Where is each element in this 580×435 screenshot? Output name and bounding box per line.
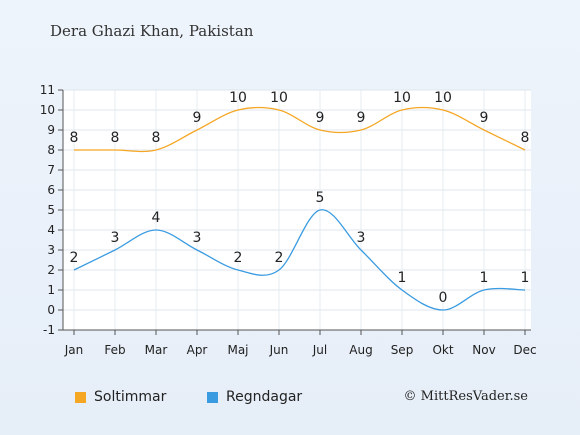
y-tick-label: 0	[47, 303, 55, 317]
data-label-sunhours: 9	[480, 110, 489, 126]
data-label-raindays: 2	[70, 250, 79, 266]
y-tick-label: 10	[40, 103, 55, 117]
data-label-sunhours: 10	[393, 90, 411, 106]
y-tick-label: -1	[43, 323, 55, 337]
data-label-sunhours: 8	[70, 130, 79, 146]
data-label-sunhours: 9	[357, 110, 366, 126]
data-label-raindays: 3	[111, 230, 120, 246]
data-label-sunhours: 8	[152, 130, 161, 146]
y-tick-label: 5	[47, 203, 55, 217]
x-tick-label: Nov	[472, 343, 495, 357]
data-label-sunhours: 8	[521, 130, 530, 146]
data-label-sunhours: 9	[316, 110, 325, 126]
x-tick-label: Apr	[187, 343, 208, 357]
legend-item-sunhours: Soltimmar	[75, 389, 166, 405]
data-label-raindays: 5	[316, 190, 325, 206]
data-label-raindays: 4	[152, 210, 161, 226]
series-line-raindays	[73, 209, 526, 311]
y-tick-label: 6	[47, 183, 55, 197]
x-tick-label: Sep	[391, 343, 414, 357]
legend-label-raindays: Regndagar	[226, 389, 303, 405]
x-tick-label: Jan	[64, 343, 84, 357]
legend-item-raindays: Regndagar	[207, 389, 302, 405]
x-tick-label: Dec	[513, 343, 536, 357]
credit-text: © MittResVader.se	[403, 389, 528, 404]
y-tick-label: 11	[40, 83, 55, 97]
data-label-raindays: 2	[234, 250, 243, 266]
data-label-raindays: 1	[398, 270, 407, 286]
y-tick-label: 9	[47, 123, 55, 137]
data-label-sunhours: 10	[270, 90, 288, 106]
legend-swatch-raindays	[207, 391, 218, 403]
data-label-raindays: 2	[275, 250, 284, 266]
data-label-raindays: 1	[480, 270, 489, 286]
x-tick-label: Mar	[145, 343, 168, 357]
data-label-raindays: 1	[521, 270, 530, 286]
y-tick-label: 3	[47, 243, 55, 257]
y-tick-label: 1	[47, 283, 55, 297]
legend-swatch-sunhours	[75, 391, 86, 403]
x-tick-label: Maj	[227, 343, 248, 357]
legend-label-sunhours: Soltimmar	[94, 389, 167, 405]
y-tick-label: 8	[47, 143, 55, 157]
x-tick-label: Jun	[269, 343, 289, 357]
data-label-raindays: 3	[357, 230, 366, 246]
data-label-sunhours: 9	[193, 110, 202, 126]
series-line-sunhours	[73, 106, 526, 153]
x-tick-label: Jul	[312, 343, 327, 357]
data-label-raindays: 0	[439, 290, 448, 306]
data-label-sunhours: 10	[434, 90, 452, 106]
y-tick-label: 7	[47, 163, 55, 177]
data-label-sunhours: 10	[229, 90, 247, 106]
x-tick-label: Okt	[432, 343, 453, 357]
chart-title: Dera Ghazi Khan, Pakistan	[50, 22, 254, 40]
x-tick-label: Feb	[104, 343, 125, 357]
y-tick-label: 4	[47, 223, 55, 237]
data-label-sunhours: 8	[111, 130, 120, 146]
y-tick-label: 2	[47, 263, 55, 277]
x-tick-label: Aug	[349, 343, 372, 357]
data-label-raindays: 3	[193, 230, 202, 246]
